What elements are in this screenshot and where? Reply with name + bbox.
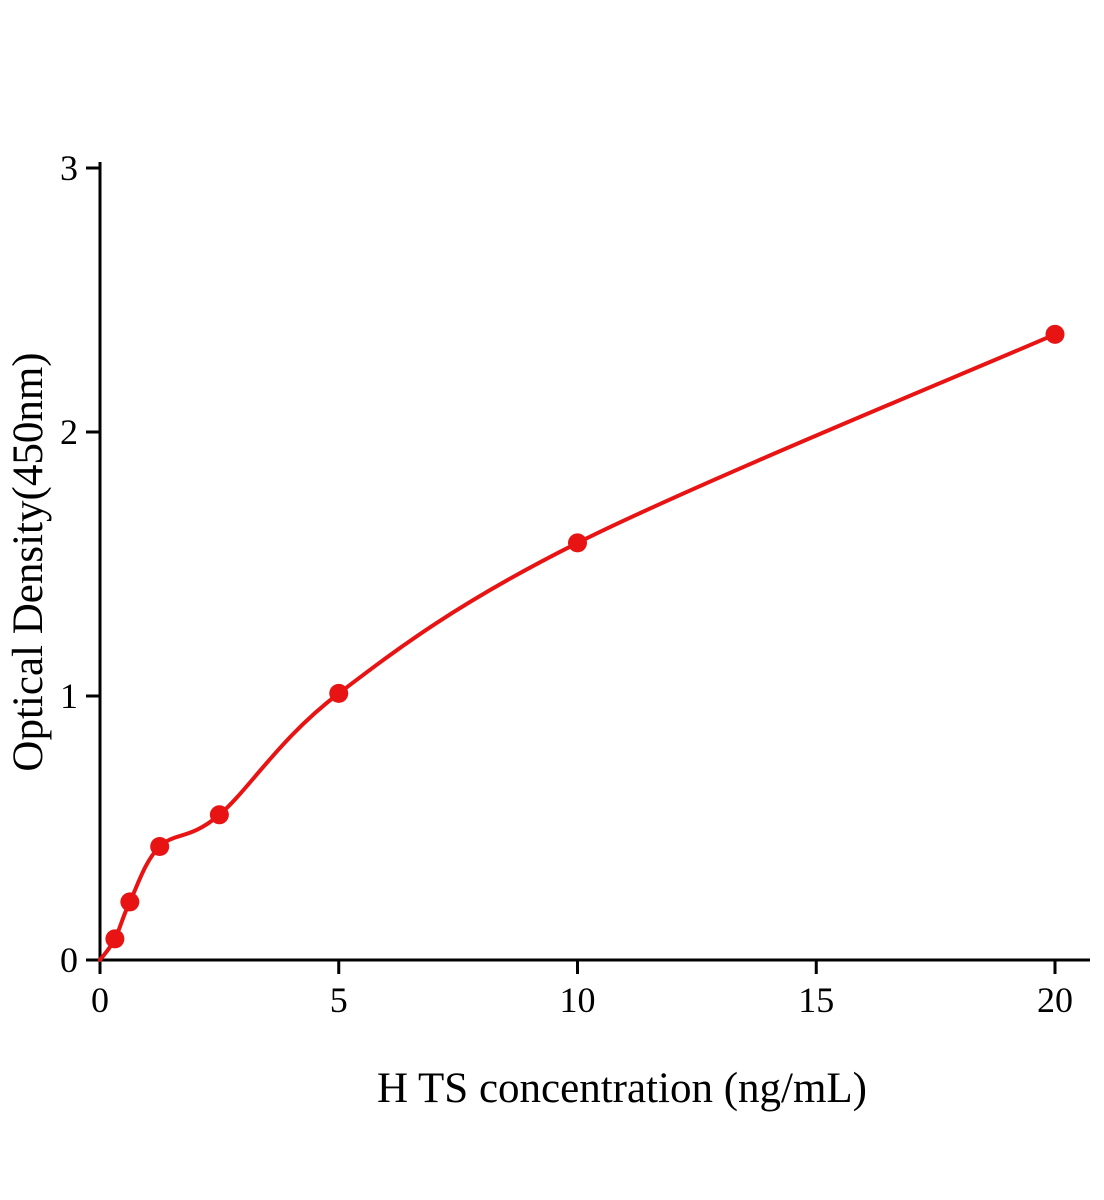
y-tick-label: 1 <box>60 676 78 716</box>
x-tick-label: 15 <box>798 980 834 1020</box>
y-axis-title: Optical Density(450nm) <box>5 352 52 771</box>
y-tick-label: 3 <box>60 148 78 188</box>
data-point <box>150 836 170 856</box>
data-series <box>98 324 1065 962</box>
data-point <box>1045 324 1065 344</box>
data-point <box>105 929 125 949</box>
x-tick-label: 10 <box>560 980 596 1020</box>
data-point <box>209 805 229 825</box>
data-point <box>329 683 349 703</box>
x-tick-label: 20 <box>1037 980 1073 1020</box>
y-tick-label: 2 <box>60 412 78 452</box>
data-point <box>568 533 587 553</box>
y-tick-label: 0 <box>60 940 78 980</box>
fit-curve <box>98 332 1057 962</box>
x-tick-label: 5 <box>330 980 348 1020</box>
axes: 0 5 10 15 20 0 1 2 3 <box>60 148 1090 1020</box>
x-tick-label: 0 <box>91 980 109 1020</box>
x-axis-title: H TS concentration (ng/mL) <box>377 1065 867 1112</box>
data-point <box>120 892 140 912</box>
